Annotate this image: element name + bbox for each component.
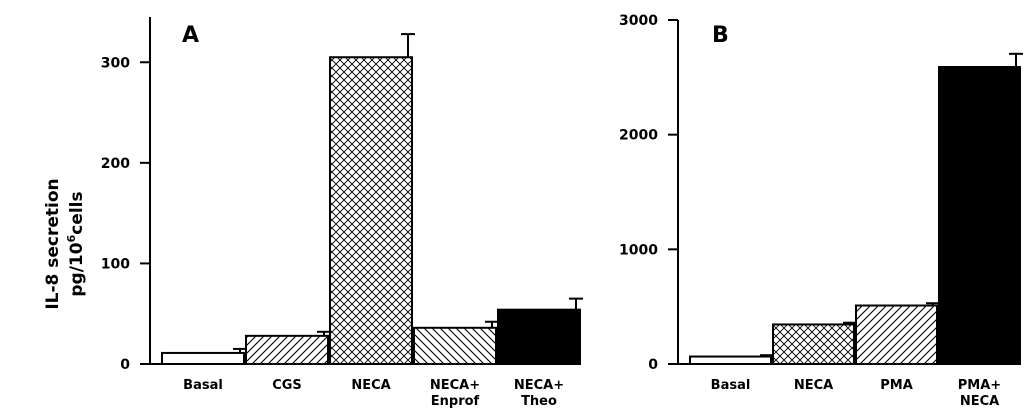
panel-b-y-tick-label-1: 1000 — [619, 242, 658, 258]
svg-text:pg/106cells: pg/106cells — [65, 191, 87, 296]
panel-a-category-label-2: NECA — [351, 378, 390, 393]
panel-b: B 0 1000 2000 3000 Basal NECA PMA PMA+ NECA — [619, 13, 1023, 409]
panel-a-y-tick-label-0: 0 — [120, 357, 130, 373]
y-axis-title-line1: IL-8 secretion — [43, 178, 63, 309]
panel-b-categories: Basal NECA PMA PMA+ NECA — [711, 378, 1002, 409]
panel-b-y-tick-label-2: 2000 — [619, 128, 658, 144]
y-axis-title: IL-8 secretion pg/106cells — [43, 178, 87, 309]
y-axis-title-superscript: 6 — [65, 234, 78, 242]
panel-a-y-tick-label-3: 300 — [101, 55, 130, 71]
panel-a-y-tick-label-2: 200 — [101, 156, 130, 172]
panel-b-bar-2 — [855, 304, 938, 365]
panel-a-bar-1 — [245, 334, 329, 365]
panel-b-y-tick-label-3: 3000 — [619, 13, 658, 29]
panel-a-bars — [161, 33, 583, 366]
svg-text:IL-8 secretion: IL-8 secretion — [43, 178, 63, 309]
panel-a-bar-4 — [497, 308, 581, 365]
panel-a-y-tick-label-1: 100 — [101, 256, 130, 272]
panel-b-category-label-2: PMA — [880, 378, 913, 393]
panel-b-bars — [689, 52, 1023, 366]
panel-a-bar-3 — [413, 326, 497, 365]
panel-a-category-label-1: CGS — [272, 378, 302, 393]
panel-b-category-label-1: NECA — [794, 378, 833, 393]
panel-a-y-ticks: 0 100 200 300 — [101, 55, 150, 373]
y-axis-title-units: cells — [67, 191, 87, 234]
panel-b-bar-0 — [689, 355, 772, 365]
panel-a-category-label-0: Basal — [183, 378, 223, 393]
panel-b-bar-3 — [938, 66, 1021, 365]
panel-b-label: B — [712, 23, 729, 48]
panel-b-category-label-3: PMA+ NECA — [958, 378, 1001, 409]
panel-b-bar-1 — [772, 323, 855, 366]
panel-a-categories: Basal CGS NECA NECA+ Enprof NECA+ Theo — [183, 378, 564, 409]
panel-b-y-tick-label-0: 0 — [648, 357, 658, 373]
panel-a-category-label-3: NECA+ Enprof — [430, 378, 480, 409]
panel-a-label: A — [182, 23, 199, 48]
panel-a: A 0 100 200 300 Basal CGS NECA NECA+ Enprof NECA… — [101, 17, 583, 409]
panel-b-category-label-0: Basal — [711, 378, 751, 393]
panel-a-category-label-4: NECA+ Theo — [514, 378, 564, 409]
panel-a-bar-0 — [161, 351, 245, 365]
panel-a-bar-2 — [329, 56, 413, 366]
y-axis-title-line2: pg/10 — [67, 242, 87, 296]
panel-b-y-ticks: 0 1000 2000 3000 — [619, 13, 678, 373]
